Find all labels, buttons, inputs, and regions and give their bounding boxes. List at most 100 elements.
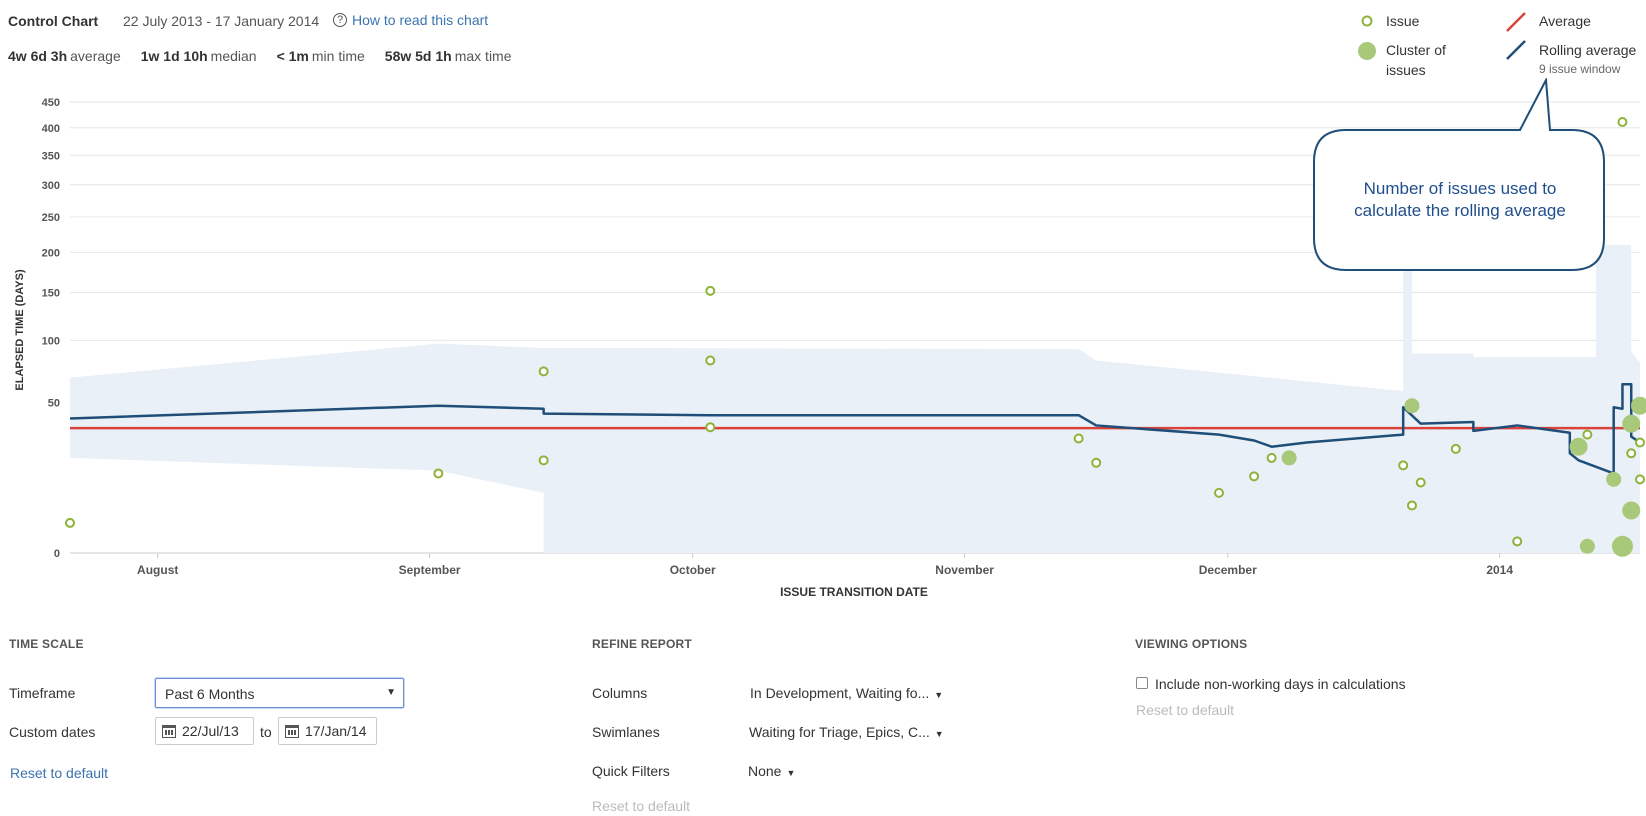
swimlanes-label: Swimlanes	[592, 724, 660, 740]
issue-point	[1626, 448, 1637, 459]
timeframe-label: Timeframe	[9, 685, 76, 701]
date-to-input[interactable]: 17/Jan/14	[278, 717, 377, 745]
columns-dropdown[interactable]: In Development, Waiting fo... ▼	[750, 685, 943, 701]
cluster-point	[1631, 396, 1646, 415]
y-tick-label: 350	[42, 150, 60, 162]
issue-point	[433, 468, 444, 479]
custom-dates-label: Custom dates	[9, 724, 96, 740]
cluster-point	[1281, 450, 1297, 466]
timeframe-value: Past 6 Months	[165, 686, 255, 702]
legend-rolling-window: 9 issue window	[1539, 62, 1621, 76]
issue-point	[538, 455, 549, 466]
caret-down-icon: ▼	[786, 768, 796, 778]
rolling-average-line	[69, 383, 1641, 475]
rolling-window-callout	[1313, 78, 1605, 271]
help-link-label[interactable]: How to read this chart	[352, 12, 489, 28]
y-tick-label: 450	[42, 97, 60, 109]
y-tick-label: 400	[42, 123, 60, 135]
swimlanes-dropdown[interactable]: Waiting for Triage, Epics, C... ▼	[749, 724, 944, 740]
issue-point	[65, 517, 75, 528]
stats-bar: 4w 6d 3h average 1w 1d 10h median < 1m min …	[8, 48, 512, 64]
chart-title: Control Chart	[8, 13, 99, 29]
callout-text: Number of issues used to calculate the r…	[1314, 178, 1606, 222]
cluster-point	[1404, 398, 1420, 414]
x-tick-label: 2014	[1486, 563, 1513, 577]
legend-cluster-label-1: Cluster of	[1386, 42, 1446, 58]
rolling-average-group	[69, 383, 1641, 475]
swimlanes-value: Waiting for Triage, Epics, C...	[749, 724, 930, 740]
legend-issue-label: Issue	[1386, 13, 1420, 29]
issue-point	[1512, 536, 1523, 547]
calendar-icon[interactable]	[162, 725, 176, 738]
x-tick-label: November	[935, 563, 994, 577]
help-link[interactable]: ? How to read this chart	[333, 12, 488, 28]
issue-point	[1450, 443, 1461, 454]
nonworking-days-checkbox[interactable]	[1136, 677, 1148, 689]
cluster-point	[1622, 414, 1641, 433]
cluster-point	[1622, 501, 1641, 520]
quick-filters-value: None	[748, 763, 782, 779]
caret-down-icon: ▼	[934, 690, 944, 700]
time-scale-title: TIME SCALE	[9, 637, 84, 651]
issue-points	[65, 116, 1646, 557]
stat-max-label: max time	[454, 48, 512, 64]
stat-max-value: 58w 5d 1h	[384, 48, 452, 64]
calendar-icon[interactable]	[285, 725, 299, 738]
x-tick-label: December	[1199, 563, 1257, 577]
date-from-input[interactable]: 22/Jul/13	[155, 717, 254, 745]
stat-average: 4w 6d 3h average	[8, 48, 121, 64]
refine-report-title: REFINE REPORT	[592, 637, 692, 651]
issue-point	[1266, 452, 1277, 463]
viewing-options-title: VIEWING OPTIONS	[1135, 637, 1248, 651]
y-tick-label: 0	[54, 548, 60, 560]
cluster-point	[1579, 538, 1595, 554]
issue-point	[1213, 487, 1224, 498]
legend-rolling-label: Rolling average	[1539, 42, 1637, 58]
callout-bubble	[1313, 78, 1605, 271]
issue-point	[1398, 460, 1409, 471]
legend-cluster-label-2: issues	[1386, 62, 1426, 78]
issue-point	[1073, 433, 1084, 444]
stat-median-value: 1w 1d 10h	[140, 48, 208, 64]
callout-line-2: calculate the rolling average	[1354, 201, 1566, 220]
y-tick-label: 50	[48, 398, 60, 410]
y-tick-label: 150	[42, 288, 60, 300]
standard-deviation-band	[70, 244, 1640, 554]
y-tick-label: 300	[42, 180, 60, 192]
date-from-value: 22/Jul/13	[182, 723, 239, 739]
cluster-point	[1611, 535, 1633, 557]
stat-min: < 1m min time	[277, 48, 365, 64]
issue-point	[705, 355, 716, 366]
control-chart[interactable]: 0 50 100 150 200 250 300 350 400 450 August Septem…	[0, 90, 1646, 600]
timeframe-select[interactable]: Past 6 Months ▼	[155, 678, 404, 708]
stat-median: 1w 1d 10h median	[141, 48, 257, 64]
stat-min-value: < 1m	[276, 48, 309, 64]
issue-point	[1635, 437, 1645, 448]
y-tick-label: 200	[42, 247, 60, 259]
y-axis-label: ELAPSED TIME (DAYS)	[14, 269, 26, 391]
issue-point	[1091, 457, 1102, 468]
issue-point	[1582, 429, 1593, 440]
quick-filters-label: Quick Filters	[592, 763, 670, 779]
refine-reset-link: Reset to default	[592, 798, 691, 814]
question-icon: ?	[333, 13, 347, 27]
time-scale-reset-link[interactable]: Reset to default	[10, 765, 109, 781]
cluster-point	[1606, 471, 1622, 487]
issue-point	[1249, 471, 1260, 482]
issue-point	[1406, 500, 1417, 511]
quick-filters-dropdown[interactable]: None ▼	[748, 763, 795, 779]
legend-average-label: Average	[1539, 13, 1591, 29]
stat-average-value: 4w 6d 3h	[8, 48, 68, 64]
issue-point	[1617, 116, 1628, 127]
caret-down-icon: ▼	[934, 729, 944, 739]
stat-max: 58w 5d 1h max time	[385, 48, 512, 64]
stat-median-label: median	[210, 48, 257, 64]
x-tick-label: September	[399, 563, 461, 577]
stat-min-label: min time	[311, 48, 365, 64]
columns-value: In Development, Waiting fo...	[750, 685, 930, 701]
nonworking-days-label[interactable]: Include non-working days in calculations	[1155, 676, 1406, 692]
chevron-down-icon: ▼	[386, 687, 396, 698]
stat-average-label: average	[70, 48, 121, 64]
y-axis-ticks: 0 50 100 150 200 250 300 350 400 450	[42, 97, 60, 560]
issue-point	[1635, 474, 1645, 485]
